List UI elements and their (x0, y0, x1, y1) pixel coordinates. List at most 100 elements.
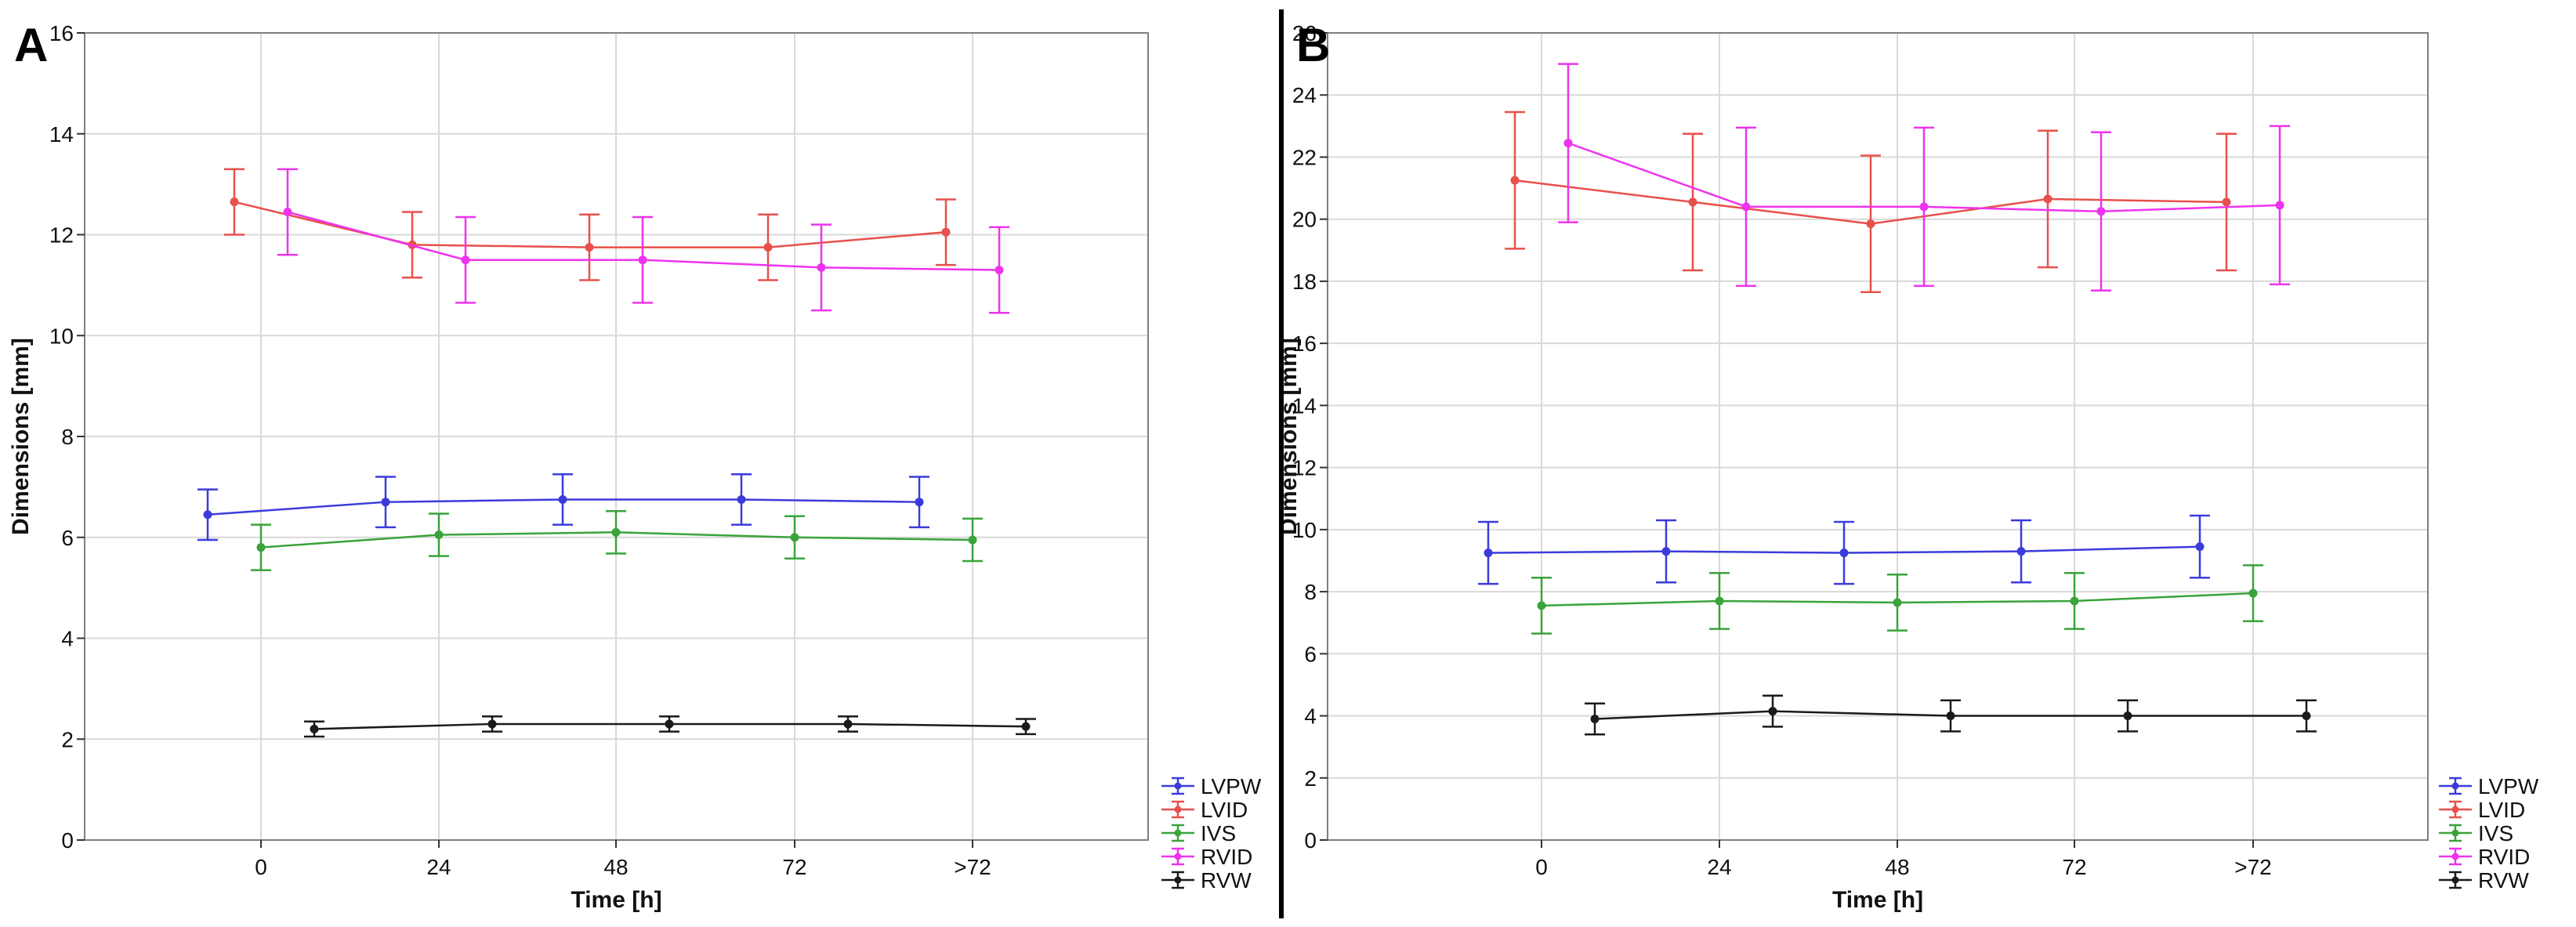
data-point (1021, 722, 1031, 731)
y-tick-label: 12 (49, 223, 74, 248)
x-tick-label: 48 (1885, 855, 1909, 879)
data-point (2016, 547, 2026, 556)
y-tick-label: 8 (1304, 580, 1317, 604)
y-tick-label: 14 (49, 122, 74, 147)
data-point (283, 208, 292, 217)
legend-swatch-point (2451, 853, 2459, 860)
data-point (310, 724, 319, 733)
y-tick-label: 2 (61, 727, 74, 751)
data-point (2195, 542, 2205, 552)
data-point (611, 527, 621, 537)
y-tick-label: 20 (1292, 208, 1317, 232)
series-lvid (1505, 110, 2237, 294)
legend-swatch-point (2451, 806, 2459, 813)
y-tick-label: 22 (1292, 145, 1317, 169)
x-tick-label: 24 (1707, 855, 1731, 879)
data-point (995, 266, 1004, 275)
y-tick-label: 2 (1304, 766, 1317, 791)
data-point (941, 227, 951, 237)
data-point (843, 719, 853, 729)
legend-swatch-point (1174, 829, 1182, 837)
series-ivs (1531, 564, 2263, 635)
data-point (1768, 707, 1777, 716)
data-point (1510, 176, 1520, 185)
series-rvw (1585, 694, 2317, 736)
series-lvpw (1478, 514, 2210, 585)
x-tick-label: 0 (255, 855, 267, 879)
plot-frame (1327, 32, 2429, 841)
data-point (2275, 201, 2284, 210)
legend-swatch-point (1174, 782, 1182, 790)
data-point (790, 533, 799, 542)
legend-label: IVS (1201, 821, 1236, 846)
legend-label: LVPW (2478, 774, 2539, 798)
data-point (665, 719, 674, 729)
legend-label: RVW (2478, 868, 2529, 893)
legend-item-lvid: LVID (2439, 798, 2525, 822)
data-point (1563, 139, 1573, 148)
data-point (2070, 596, 2079, 606)
x-tick-label: 72 (2062, 855, 2086, 879)
y-tick-label: 12 (1292, 456, 1317, 480)
data-point (1866, 219, 1875, 229)
data-point (461, 255, 470, 265)
legend-label: LVID (1201, 798, 1248, 822)
panel-divider (1279, 9, 1284, 918)
y-axis-title: Dimensions [mm] (1284, 338, 1302, 535)
y-tick-label: 16 (49, 21, 74, 45)
data-point (1839, 549, 1849, 558)
data-point (968, 535, 977, 545)
y-tick-label: 18 (1292, 270, 1317, 294)
legend-item-lvpw: LVPW (1161, 774, 1262, 798)
data-point (915, 498, 924, 507)
legend-item-lvid: LVID (1161, 798, 1248, 822)
panel-label: B (1296, 19, 1330, 71)
data-point (763, 243, 773, 252)
series-ivs (251, 510, 983, 571)
data-point (2248, 588, 2258, 598)
y-tick-label: 26 (1292, 21, 1317, 45)
legend-label: RVID (2478, 845, 2530, 869)
legend-label: RVID (1201, 845, 1252, 869)
y-tick-label: 8 (61, 425, 74, 449)
data-point (2043, 194, 2052, 204)
x-tick-label: 72 (782, 855, 806, 879)
data-point (1919, 202, 1929, 212)
y-tick-label: 24 (1292, 83, 1317, 107)
y-tick-label: 14 (1292, 393, 1317, 418)
data-point (1537, 601, 1546, 610)
data-point (2222, 197, 2231, 207)
legend-item-rvid: RVID (1161, 845, 1252, 869)
data-point (1741, 202, 1751, 212)
y-axis-title: Dimensions [mm] (8, 338, 34, 535)
data-point (1688, 197, 1697, 207)
y-tick-label: 4 (1304, 704, 1317, 729)
legend-swatch-point (1174, 806, 1182, 813)
data-point (203, 510, 212, 520)
legend-swatch-point (2451, 782, 2459, 790)
data-point (638, 255, 647, 265)
data-point (585, 243, 594, 252)
y-tick-label: 10 (1292, 518, 1317, 542)
x-axis-title: Time [h] (571, 887, 661, 913)
series-rvid (1558, 63, 2290, 292)
data-point (817, 263, 826, 272)
y-tick-label: 16 (1292, 331, 1317, 356)
data-point (2302, 712, 2311, 721)
data-point (230, 197, 239, 207)
data-point (1661, 547, 1671, 556)
legend-item-rvw: RVW (2439, 868, 2529, 893)
legend-label: LVPW (1201, 774, 1262, 798)
y-tick-label: 0 (1304, 828, 1317, 853)
data-point (487, 719, 497, 729)
legend-swatch-point (1174, 876, 1182, 884)
data-point (256, 543, 266, 552)
y-tick-label: 6 (1304, 642, 1317, 666)
data-point (2123, 712, 2132, 721)
x-tick-label: 48 (603, 855, 628, 879)
y-tick-label: 0 (61, 828, 74, 853)
